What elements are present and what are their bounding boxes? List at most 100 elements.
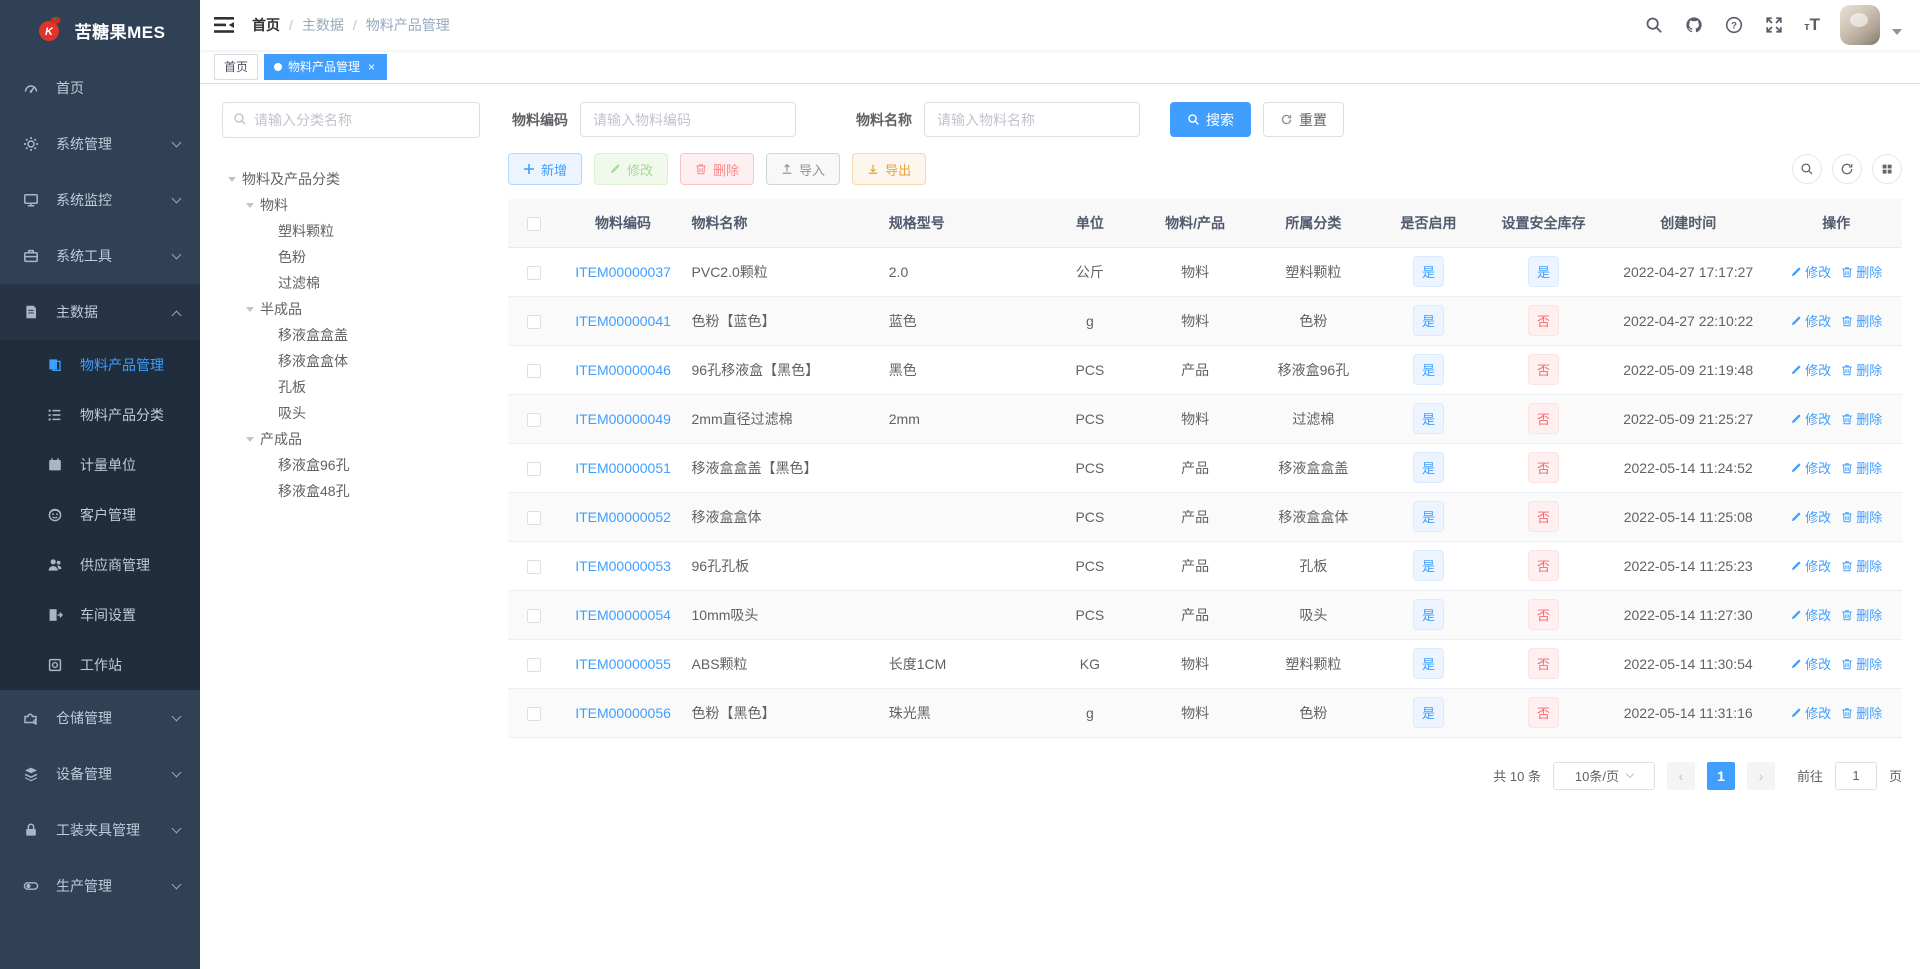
row-edit-button[interactable]: 修改 xyxy=(1790,458,1831,477)
sidebar-item-7[interactable]: 工装夹具管理 xyxy=(0,802,200,858)
sidebar-subitem-0[interactable]: 物料产品管理 xyxy=(0,340,200,390)
fullscreen-icon[interactable] xyxy=(1764,15,1784,35)
breadcrumb-item[interactable]: 首页 xyxy=(252,17,280,33)
page-size-select[interactable]: 10条/页 xyxy=(1552,761,1655,790)
row-edit-button[interactable]: 修改 xyxy=(1790,703,1831,722)
prev-page-button[interactable]: ‹ xyxy=(1666,761,1695,790)
breadcrumb-item[interactable]: 主数据 xyxy=(301,17,344,33)
row-edit-button[interactable]: 修改 xyxy=(1790,409,1831,428)
row-edit-button[interactable]: 修改 xyxy=(1790,360,1831,379)
material-code-link[interactable]: ITEM00000051 xyxy=(575,459,671,476)
row-checkbox[interactable] xyxy=(527,510,542,525)
export-button[interactable]: 导出 xyxy=(852,153,927,185)
search-button[interactable]: 搜索 xyxy=(1170,102,1251,137)
row-checkbox[interactable] xyxy=(527,608,542,623)
tree-node[interactable]: 物料 xyxy=(222,192,480,218)
tree-node[interactable]: 过滤棉 xyxy=(222,270,480,296)
row-edit-button[interactable]: 修改 xyxy=(1790,654,1831,673)
tab-1[interactable]: 物料产品管理 × xyxy=(264,53,388,80)
tree-node[interactable]: 色粉 xyxy=(222,244,480,270)
goto-page-input[interactable] xyxy=(1834,761,1877,790)
tree-node[interactable]: 塑料颗粒 xyxy=(222,218,480,244)
row-delete-button[interactable]: 删除 xyxy=(1841,262,1882,281)
tree-node[interactable]: 移液盒48孔 xyxy=(222,478,480,504)
sidebar-item-3[interactable]: 系统工具 xyxy=(0,228,200,284)
tree-node[interactable]: 移液盒96孔 xyxy=(222,452,480,478)
tree-expand-icon[interactable] xyxy=(246,202,260,208)
material-code-link[interactable]: ITEM00000046 xyxy=(575,361,671,378)
github-icon[interactable] xyxy=(1684,15,1704,35)
next-page-button[interactable]: › xyxy=(1746,761,1775,790)
material-code-link[interactable]: ITEM00000049 xyxy=(575,410,671,427)
sidebar-subitem-6[interactable]: 工作站 xyxy=(0,640,200,690)
tree-node[interactable]: 半成品 xyxy=(222,296,480,322)
delete-button[interactable]: 删除 xyxy=(680,153,755,185)
sidebar-subitem-4[interactable]: 供应商管理 xyxy=(0,540,200,590)
tree-node[interactable]: 吸头 xyxy=(222,400,480,426)
tree-expand-icon[interactable] xyxy=(246,436,260,442)
tree-expand-icon[interactable] xyxy=(228,176,242,182)
row-edit-button[interactable]: 修改 xyxy=(1790,311,1831,330)
import-button[interactable]: 导入 xyxy=(766,153,841,185)
material-code-link[interactable]: ITEM00000041 xyxy=(575,312,671,329)
edit-button[interactable]: 修改 xyxy=(594,153,669,185)
header-search-icon[interactable] xyxy=(1644,15,1664,35)
tree-node[interactable]: 物料及产品分类 xyxy=(222,166,480,192)
sidebar-item-4[interactable]: 主数据 xyxy=(0,284,200,340)
filter-name-input[interactable] xyxy=(924,102,1140,137)
row-edit-button[interactable]: 修改 xyxy=(1790,556,1831,575)
row-delete-button[interactable]: 删除 xyxy=(1841,360,1882,379)
sidebar-item-8[interactable]: 生产管理 xyxy=(0,858,200,914)
close-tab-icon[interactable]: × xyxy=(368,59,376,74)
help-icon[interactable]: ? xyxy=(1724,15,1744,35)
sidebar-item-1[interactable]: 系统管理 xyxy=(0,116,200,172)
hamburger-icon[interactable] xyxy=(214,15,236,35)
sidebar-item-5[interactable]: 仓储管理 xyxy=(0,690,200,746)
row-delete-button[interactable]: 删除 xyxy=(1841,458,1882,477)
add-button[interactable]: 新增 xyxy=(508,153,583,185)
material-code-link[interactable]: ITEM00000055 xyxy=(575,655,671,672)
sidebar-subitem-5[interactable]: 车间设置 xyxy=(0,590,200,640)
tree-node[interactable]: 孔板 xyxy=(222,374,480,400)
sidebar-item-2[interactable]: 系统监控 xyxy=(0,172,200,228)
sidebar-subitem-3[interactable]: 客户管理 xyxy=(0,490,200,540)
row-checkbox[interactable] xyxy=(527,265,542,280)
avatar-caret-icon[interactable] xyxy=(1892,29,1902,35)
tree-node[interactable]: 移液盒盒盖 xyxy=(222,322,480,348)
tree-node[interactable]: 移液盒盒体 xyxy=(222,348,480,374)
row-checkbox[interactable] xyxy=(527,314,542,329)
material-code-link[interactable]: ITEM00000053 xyxy=(575,557,671,574)
row-checkbox[interactable] xyxy=(527,363,542,378)
tab-0[interactable]: 首页 xyxy=(214,53,259,80)
sidebar-subitem-2[interactable]: 计量单位 xyxy=(0,440,200,490)
row-delete-button[interactable]: 删除 xyxy=(1841,556,1882,575)
sidebar-subitem-1[interactable]: 物料产品分类 xyxy=(0,390,200,440)
page-number-button[interactable]: 1 xyxy=(1706,761,1735,790)
sidebar-item-0[interactable]: 首页 xyxy=(0,60,200,116)
category-search-input[interactable] xyxy=(254,112,469,128)
row-delete-button[interactable]: 删除 xyxy=(1841,507,1882,526)
reset-button[interactable]: 重置 xyxy=(1263,102,1344,137)
row-checkbox[interactable] xyxy=(527,461,542,476)
row-edit-button[interactable]: 修改 xyxy=(1790,605,1831,624)
row-checkbox[interactable] xyxy=(527,657,542,672)
table-columns-icon[interactable] xyxy=(1872,154,1902,184)
material-code-link[interactable]: ITEM00000052 xyxy=(575,508,671,525)
row-delete-button[interactable]: 删除 xyxy=(1841,605,1882,624)
row-delete-button[interactable]: 删除 xyxy=(1841,311,1882,330)
table-search-toggle-icon[interactable] xyxy=(1792,154,1822,184)
material-code-link[interactable]: ITEM00000056 xyxy=(575,704,671,721)
material-code-link[interactable]: ITEM00000054 xyxy=(575,606,671,623)
tree-expand-icon[interactable] xyxy=(246,306,260,312)
table-refresh-icon[interactable] xyxy=(1832,154,1862,184)
app-logo[interactable]: K 苦糖果MES xyxy=(0,0,200,60)
row-edit-button[interactable]: 修改 xyxy=(1790,262,1831,281)
row-delete-button[interactable]: 删除 xyxy=(1841,703,1882,722)
row-checkbox[interactable] xyxy=(527,706,542,721)
avatar[interactable] xyxy=(1840,5,1880,45)
row-checkbox[interactable] xyxy=(527,412,542,427)
row-checkbox[interactable] xyxy=(527,559,542,574)
sidebar-item-6[interactable]: 设备管理 xyxy=(0,746,200,802)
filter-code-input[interactable] xyxy=(580,102,796,137)
